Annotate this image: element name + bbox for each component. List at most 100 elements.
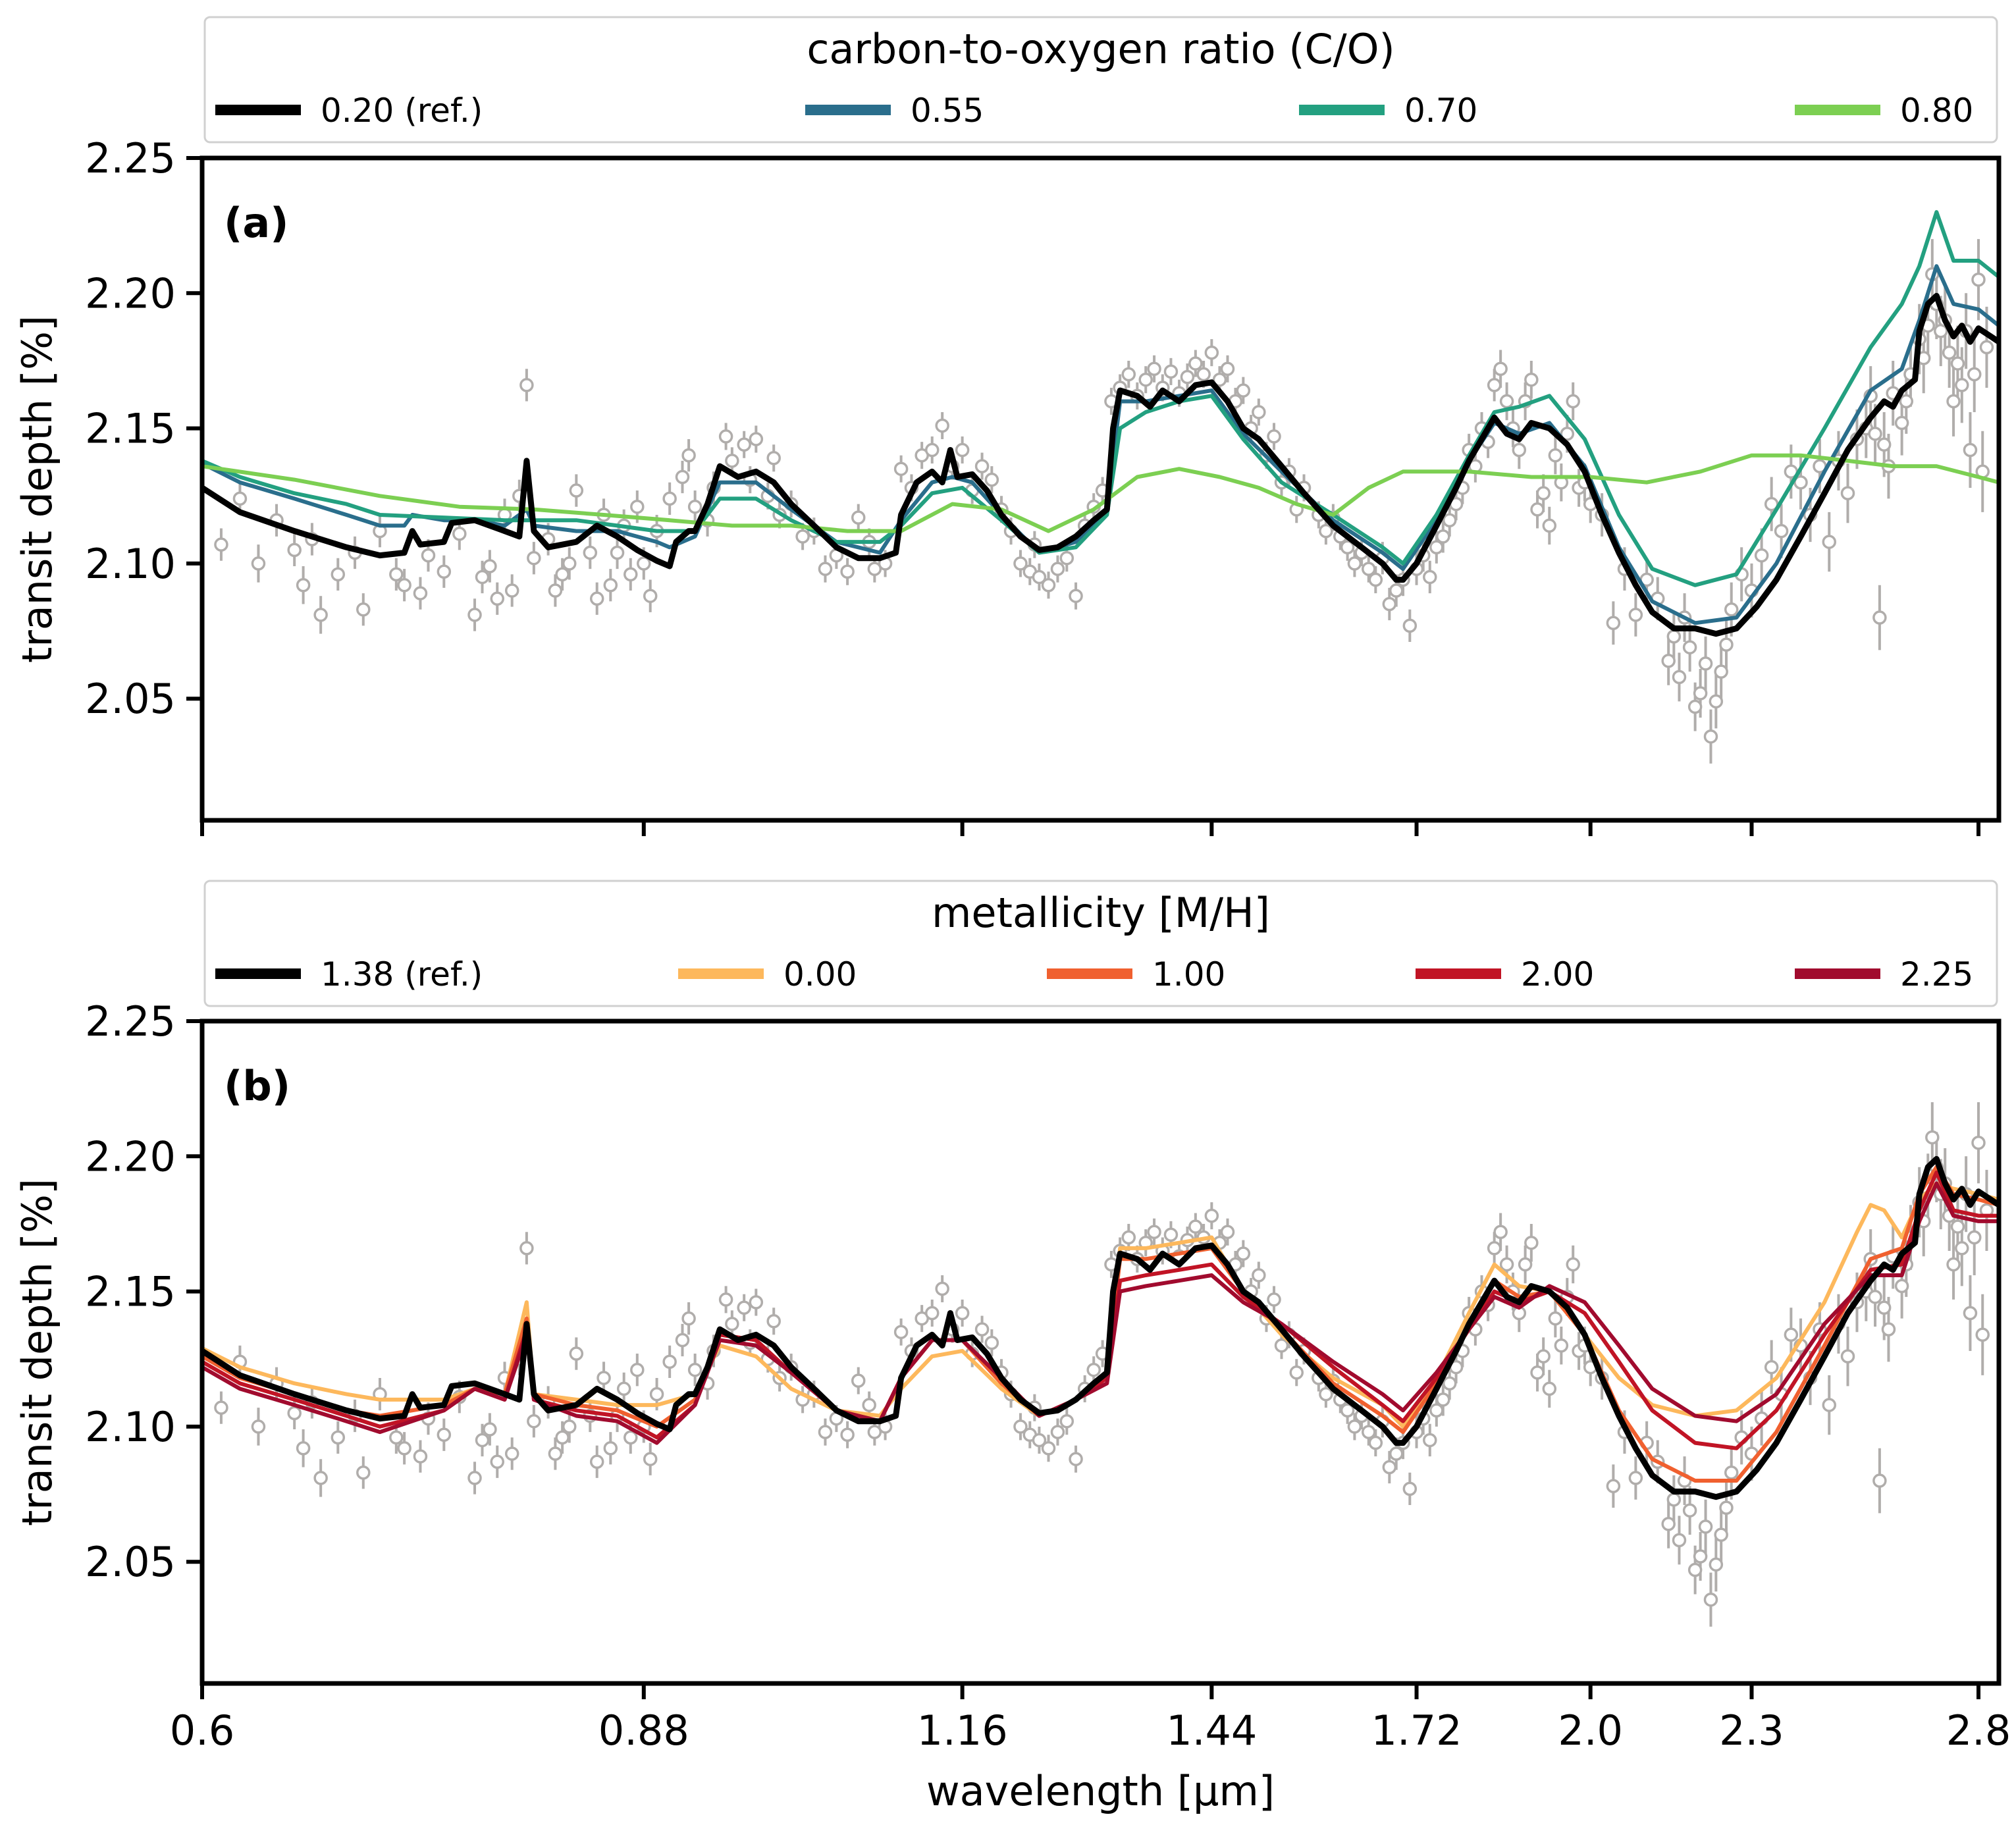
data-point (1714, 1527, 1728, 1542)
data-point (1252, 405, 1266, 419)
data-point (1793, 475, 1808, 490)
panel-label: (b) (224, 1062, 290, 1110)
data-point (555, 1430, 570, 1445)
data-point (1188, 1219, 1203, 1234)
data-point (232, 491, 248, 506)
data-point (1423, 569, 1437, 585)
data-point (1530, 1365, 1545, 1380)
data-point (1754, 548, 1769, 563)
data-point (1606, 616, 1621, 631)
data-point (1212, 372, 1227, 387)
data-point (1163, 1227, 1179, 1242)
data-point (1548, 448, 1563, 463)
data-point (1032, 569, 1047, 585)
data-point (1682, 1503, 1697, 1518)
data-point (818, 1425, 833, 1439)
data-point (548, 583, 563, 598)
legend-label: 0.80 (1900, 92, 1973, 130)
y-tick-label: 2.20 (85, 1132, 176, 1180)
data-point (1196, 367, 1211, 382)
data-point (1666, 1493, 1682, 1507)
data-point (1382, 596, 1397, 612)
data-point (589, 591, 604, 606)
data-point (1946, 394, 1961, 409)
data-point (1340, 540, 1355, 555)
data-point (519, 1241, 534, 1256)
series-line (202, 1170, 1999, 1450)
data-point (1487, 1241, 1502, 1256)
data-point (1274, 1338, 1289, 1353)
data-point (413, 1449, 428, 1464)
data-point (1548, 1311, 1563, 1326)
data-point (924, 442, 940, 458)
data-point (1389, 583, 1404, 598)
data-point (1436, 529, 1450, 544)
data-point (1872, 1473, 1887, 1488)
data-point (1963, 1306, 1978, 1321)
data-point (623, 567, 638, 582)
data-point (1402, 1481, 1418, 1496)
y-tick-label: 2.10 (85, 1403, 176, 1451)
data-point (1220, 1225, 1235, 1240)
chart-panel-b: metallicity [M/H]1.38 (ref.) 0.00 1.00 2.00… (13, 880, 2011, 1755)
data-point (1963, 442, 1978, 458)
data-point (1566, 394, 1580, 409)
data-point (1764, 1360, 1779, 1375)
x-tick-label: 0.88 (598, 1706, 689, 1755)
data-point (1967, 1230, 1982, 1245)
data-point (1163, 364, 1179, 379)
data-point (1236, 383, 1251, 398)
data-point (1946, 1257, 1961, 1272)
data-point (214, 537, 228, 552)
data-point (313, 608, 328, 622)
data-point (649, 1387, 664, 1402)
data-point (1382, 1460, 1397, 1475)
data-point (562, 1419, 577, 1434)
y-tick-label: 2.05 (85, 1538, 176, 1586)
data-point (1868, 1290, 1882, 1304)
data-point (1703, 729, 1718, 744)
data-point (1661, 653, 1676, 668)
data-point (1138, 372, 1153, 387)
legend-label: 1.38 (ref.) (321, 955, 483, 993)
data-point (603, 578, 618, 593)
data-point (974, 1322, 990, 1336)
axes-frame (199, 155, 2002, 823)
data-point (527, 1414, 541, 1429)
data-point (893, 462, 909, 476)
data-point (1442, 1376, 1457, 1390)
legend: carbon-to-oxygen ratio (C/O) 0.20 (ref.) 0… (203, 16, 1998, 144)
data-point (675, 469, 690, 485)
data-point (675, 1333, 690, 1348)
data-point (597, 1371, 611, 1385)
data-point (1682, 640, 1697, 654)
legend: metallicity [M/H] 1.38 (ref.) 0.00 1.00 2.00… (203, 880, 1998, 1007)
data-point (1512, 442, 1527, 458)
data-point (1628, 1471, 1643, 1485)
x-tick-label: 1.72 (1371, 1706, 1462, 1755)
data-point (1894, 1279, 1909, 1294)
data-point (569, 1346, 584, 1361)
legend-frame (203, 16, 1998, 144)
observations (214, 1102, 1994, 1627)
data-point (1714, 664, 1728, 679)
data-point (1493, 1225, 1508, 1240)
data-point (1971, 1136, 1986, 1150)
data-point (1774, 523, 1789, 539)
data-point (1436, 1392, 1450, 1407)
data-point (527, 550, 541, 566)
data-point (718, 1292, 733, 1307)
x-tick-label: 2.3 (1719, 1706, 1784, 1755)
data-point (1967, 367, 1982, 382)
data-point (251, 1419, 266, 1434)
data-point (1840, 486, 1855, 500)
data-point (1894, 415, 1909, 431)
data-point (616, 1381, 631, 1396)
data-point (1899, 394, 1914, 409)
data-point (1050, 1425, 1065, 1439)
data-point (1032, 1433, 1047, 1448)
y-tick-label: 2.25 (85, 134, 176, 182)
y-tick-label: 2.15 (85, 1268, 176, 1316)
data-point (935, 1281, 949, 1296)
